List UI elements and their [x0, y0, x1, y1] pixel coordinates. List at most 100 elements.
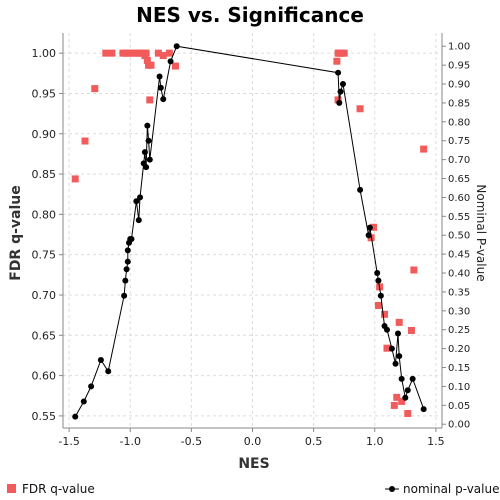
- x-axis-title: NES: [238, 456, 269, 472]
- y2-tick-label: 0.15: [448, 363, 470, 374]
- y2-tick-label: 0.05: [448, 401, 470, 412]
- y2-tick-label: 0.70: [448, 155, 470, 166]
- pvalue-point: [124, 258, 131, 265]
- fdr-point: [407, 326, 415, 334]
- pvalue-point: [402, 394, 409, 401]
- pvalue-point: [366, 224, 373, 231]
- y-tick-label: 0.55: [32, 410, 57, 423]
- x-tick-label: 0.5: [305, 435, 323, 448]
- pvalue-point: [357, 186, 364, 193]
- y2-tick-label: 0.45: [448, 250, 470, 261]
- y2-tick-label: 0.55: [448, 212, 470, 223]
- fdr-point: [146, 96, 154, 104]
- legend-marker-pvalue: [389, 486, 395, 492]
- pvalue-point: [394, 330, 401, 337]
- fdr-point: [333, 57, 341, 65]
- y-tick-label: 0.90: [32, 128, 57, 141]
- fdr-point: [108, 49, 116, 57]
- plot-background: [63, 33, 442, 428]
- pvalue-point: [141, 149, 148, 156]
- x-tick-label: 1.5: [427, 435, 445, 448]
- y2-tick-label: 0.25: [448, 325, 470, 336]
- pvalue-point: [135, 217, 142, 224]
- fdr-point: [147, 61, 155, 69]
- fdr-point: [81, 137, 89, 145]
- pvalue-point: [396, 353, 403, 360]
- y2-tick-label: 0.65: [448, 174, 470, 185]
- pvalue-point: [160, 96, 167, 103]
- fdr-point: [356, 105, 364, 113]
- pvalue-point: [375, 277, 382, 284]
- fdr-point: [91, 85, 99, 93]
- pvalue-point: [124, 247, 131, 254]
- y2-tick-label: 0.60: [448, 193, 470, 204]
- fdr-point: [143, 56, 151, 64]
- y2-tick-label: 0.20: [448, 344, 470, 355]
- chart-title: NES vs. Significance: [136, 3, 364, 27]
- fdr-point: [334, 96, 342, 104]
- pvalue-point: [420, 406, 427, 413]
- y-tick-label: 0.80: [32, 208, 57, 221]
- fdr-point: [383, 344, 391, 352]
- fdr-point: [159, 52, 167, 60]
- y2-tick-label: 0.95: [448, 61, 470, 72]
- pvalue-point: [97, 356, 104, 363]
- y2-tick-label: 0.80: [448, 117, 470, 128]
- y2-tick-label: 0.00: [448, 420, 470, 431]
- x-tick-label: 0.0: [244, 435, 262, 448]
- fdr-point: [390, 401, 398, 409]
- y-tick-label: 0.65: [32, 329, 57, 342]
- pvalue-point: [122, 277, 129, 284]
- legend-swatch-fdr: [7, 484, 16, 493]
- y-tick-label: 0.95: [32, 87, 57, 100]
- fdr-point: [126, 49, 134, 57]
- pvalue-point: [173, 43, 180, 50]
- y-axis-title: FDR q-value: [8, 185, 24, 281]
- pvalue-point: [377, 292, 384, 299]
- fdr-point: [165, 49, 173, 57]
- fdr-point: [142, 49, 150, 57]
- y-tick-label: 0.70: [32, 289, 57, 302]
- y2-tick-label: 0.75: [448, 136, 470, 147]
- x-tick-label: -1.0: [120, 435, 141, 448]
- fdr-point: [171, 62, 179, 70]
- y2-tick-label: 0.40: [448, 269, 470, 280]
- y2-tick-label: 0.50: [448, 231, 470, 242]
- pvalue-point: [128, 236, 135, 243]
- pvalue-point: [80, 398, 87, 405]
- fdr-point: [102, 49, 110, 57]
- fdr-point: [398, 397, 406, 405]
- fdr-point: [340, 49, 348, 57]
- fdr-point: [393, 393, 401, 401]
- pvalue-point: [137, 194, 144, 201]
- y2-tick-label: 0.85: [448, 98, 470, 109]
- pvalue-point: [156, 73, 163, 80]
- pvalue-point: [388, 345, 395, 352]
- y2-tick-label: 0.35: [448, 287, 470, 298]
- y2-tick-label: 0.10: [448, 382, 470, 393]
- x-tick-label: -1.5: [58, 435, 79, 448]
- pvalue-point: [409, 375, 416, 382]
- pvalue-point: [337, 88, 344, 95]
- pvalue-point: [398, 375, 405, 382]
- pvalue-point: [374, 270, 381, 277]
- legend: FDR q-value nominal p-value: [7, 482, 499, 496]
- pvalue-point: [143, 164, 150, 171]
- y2-tick-label: 1.00: [448, 42, 470, 53]
- pvalue-point: [133, 198, 140, 205]
- pvalue-point: [121, 292, 128, 299]
- x-tick-label: 1.0: [366, 435, 384, 448]
- pvalue-point: [383, 326, 390, 333]
- fdr-point: [374, 301, 382, 309]
- fdr-point: [404, 409, 412, 417]
- y-tick-label: 0.75: [32, 249, 57, 262]
- y-tick-label: 0.85: [32, 168, 57, 181]
- pvalue-point: [167, 58, 174, 65]
- fdr-point: [370, 223, 378, 231]
- pvalue-point: [336, 99, 343, 106]
- pvalue-point: [365, 232, 372, 239]
- fdr-point: [395, 318, 403, 326]
- y-tick-label: 0.60: [32, 370, 57, 383]
